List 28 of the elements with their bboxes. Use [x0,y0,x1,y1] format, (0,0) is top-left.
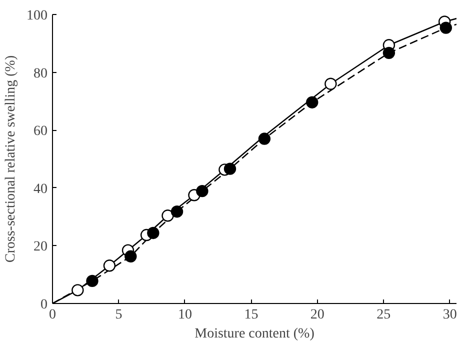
x-tick-label: 10 [178,308,192,322]
point [103,260,116,272]
point [72,284,84,296]
point [258,132,271,145]
y-tick-label: 80 [34,66,48,82]
x-tick-label: 30 [442,308,457,322]
x-tick-label: 15 [244,308,258,322]
y-tick-label: 60 [34,124,48,140]
y-tick-label: 100 [26,8,48,24]
x-tick-label: 25 [376,308,391,322]
point [196,184,208,198]
point [382,46,396,60]
y-tick-label: 0 [40,298,48,312]
point [324,78,337,90]
point [440,22,452,34]
y-tick-label: 40 [34,182,48,197]
point [147,226,160,240]
y-tick-label: 20 [34,240,48,255]
x-axis-title: Moisture content (%) [194,326,315,342]
point [170,206,184,218]
y-axis-title: Cross-sectional relative swelling (%) [4,55,18,263]
x-tick-label: 20 [310,308,324,322]
point [162,210,174,222]
x-tick-label: 5 [115,308,122,322]
point [124,250,137,262]
point [306,96,318,108]
point [224,162,236,175]
point [86,274,98,288]
